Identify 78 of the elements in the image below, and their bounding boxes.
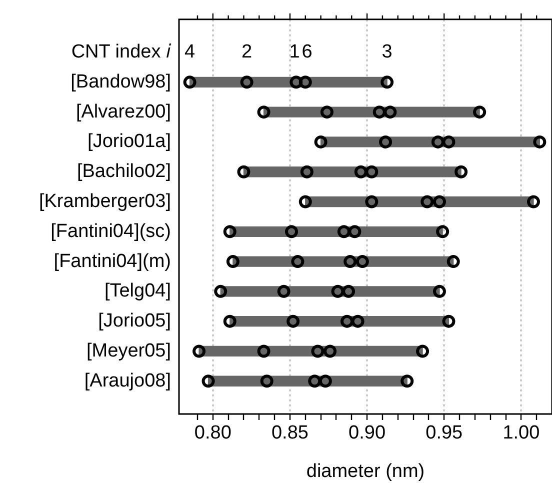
legend-label: 2 bbox=[242, 42, 252, 63]
point bbox=[226, 255, 240, 268]
point bbox=[436, 225, 450, 238]
x-tick-label: 0.80 bbox=[194, 422, 232, 444]
x-tick-label: 0.90 bbox=[348, 422, 386, 444]
point bbox=[533, 135, 546, 148]
y-tick-label: [Kramberger03] bbox=[38, 190, 171, 212]
point bbox=[286, 314, 300, 328]
point bbox=[324, 344, 337, 358]
point bbox=[400, 374, 414, 388]
x-tick-label: 1.00 bbox=[502, 422, 540, 444]
point bbox=[446, 255, 460, 268]
point bbox=[379, 135, 392, 148]
point bbox=[420, 195, 434, 208]
point bbox=[202, 374, 215, 388]
point bbox=[298, 195, 312, 208]
point bbox=[223, 225, 236, 238]
y-tick-label: [Meyer05] bbox=[86, 340, 171, 362]
y-tick-label: [Jorio05] bbox=[98, 310, 171, 332]
point bbox=[454, 165, 468, 178]
y-tick-label: [Bachilo02] bbox=[76, 161, 171, 182]
legend-label: 1 bbox=[289, 42, 300, 63]
legend-label: 3 bbox=[382, 42, 392, 63]
y-tick-label: [Bandow98] bbox=[70, 71, 171, 92]
point bbox=[318, 374, 332, 388]
point bbox=[314, 135, 328, 148]
point bbox=[442, 135, 456, 148]
point bbox=[384, 106, 397, 119]
point bbox=[432, 284, 446, 298]
y-tick-label: [Alvarez00] bbox=[76, 101, 171, 122]
point bbox=[237, 165, 250, 178]
point bbox=[432, 195, 446, 208]
point bbox=[290, 76, 303, 89]
legend-label: 4 bbox=[184, 42, 196, 63]
point bbox=[311, 344, 324, 358]
point bbox=[240, 76, 254, 89]
point bbox=[260, 374, 274, 388]
point bbox=[214, 284, 228, 298]
point bbox=[300, 165, 314, 178]
point bbox=[365, 165, 378, 178]
point bbox=[380, 76, 394, 89]
point bbox=[277, 284, 290, 298]
x-axis-title: diameter (nm) bbox=[306, 460, 425, 482]
point bbox=[285, 225, 298, 238]
point bbox=[416, 344, 430, 358]
point bbox=[192, 344, 206, 358]
point bbox=[320, 106, 334, 119]
point bbox=[308, 374, 322, 388]
point bbox=[372, 106, 386, 119]
point bbox=[291, 255, 304, 268]
point bbox=[431, 135, 444, 148]
point bbox=[344, 255, 357, 268]
x-tick-label: 0.85 bbox=[271, 422, 308, 444]
y-tick-label: [Fantini04](m) bbox=[54, 250, 171, 272]
point bbox=[257, 106, 270, 119]
y-tick-label: [Fantini04](sc) bbox=[50, 220, 171, 242]
point bbox=[365, 195, 378, 208]
point bbox=[348, 225, 362, 238]
point bbox=[354, 165, 368, 178]
point bbox=[342, 284, 356, 298]
point bbox=[356, 255, 369, 268]
x-tick-label: 0.95 bbox=[426, 422, 463, 444]
point bbox=[442, 314, 456, 328]
legend-title: CNT index 𝑖 bbox=[71, 42, 172, 63]
point bbox=[183, 76, 196, 89]
legend-label: 6 bbox=[302, 42, 312, 63]
y-tick-label: [Araujo08] bbox=[84, 370, 171, 392]
point bbox=[331, 284, 344, 298]
point bbox=[257, 344, 270, 358]
point bbox=[340, 314, 354, 328]
point bbox=[337, 225, 350, 238]
point bbox=[473, 106, 486, 119]
point bbox=[351, 314, 364, 328]
point bbox=[527, 195, 540, 208]
point bbox=[298, 76, 312, 89]
y-tick-label: [Telg04] bbox=[104, 280, 171, 302]
point bbox=[223, 314, 236, 328]
y-tick-label: [Jorio01a] bbox=[88, 131, 171, 152]
